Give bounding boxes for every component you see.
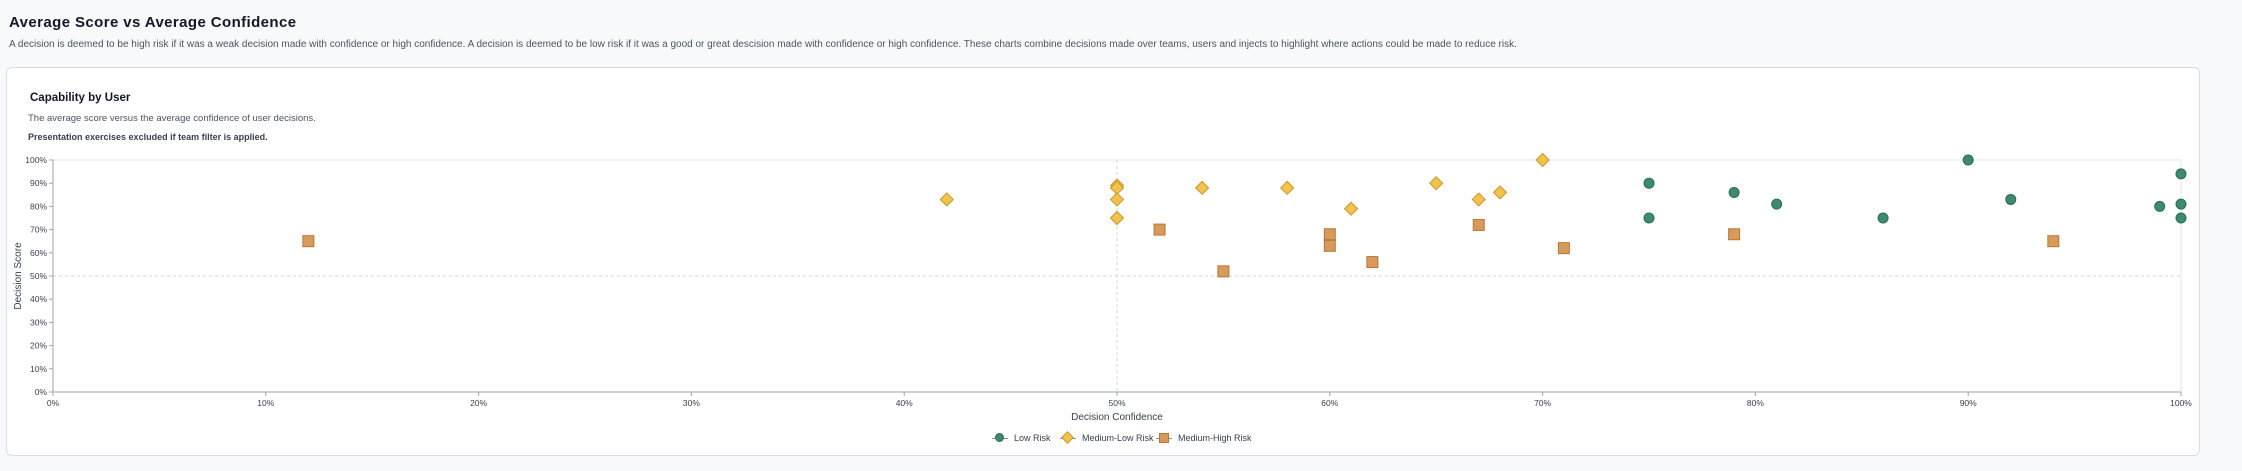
- y-tick-label: 60%: [30, 248, 47, 258]
- card-subtitle: The average score versus the average con…: [28, 113, 316, 124]
- data-point-square[interactable]: [302, 235, 315, 248]
- x-tick-label: 30%: [683, 398, 700, 408]
- data-point-diamond[interactable]: [1109, 192, 1125, 207]
- x-axis-label: Decision Confidence: [1071, 412, 1163, 423]
- y-tick-label: 90%: [30, 178, 47, 188]
- circle-marker-icon: [992, 432, 1008, 444]
- data-point-diamond[interactable]: [1343, 201, 1359, 216]
- page-description: A decision is deemed to be high risk if …: [9, 39, 1517, 50]
- data-point-diamond[interactable]: [1428, 175, 1444, 191]
- x-tick-label: 20%: [470, 398, 487, 408]
- diamond-marker-icon: [1060, 432, 1076, 444]
- legend-item-medium-high-risk[interactable]: Medium-High Risk: [1156, 432, 1252, 444]
- x-tick-label: 50%: [1108, 398, 1125, 408]
- data-point-circle[interactable]: [1877, 212, 1889, 224]
- y-tick-label: 70%: [30, 225, 47, 235]
- y-tick-label: 30%: [30, 317, 47, 327]
- data-point-circle[interactable]: [2154, 200, 2166, 212]
- legend-label: Medium-High Risk: [1178, 433, 1252, 443]
- legend-item-medium-low-risk[interactable]: Medium-Low Risk: [1060, 432, 1154, 444]
- data-point-circle[interactable]: [2005, 193, 2017, 205]
- card-note: Presentation exercises excluded if team …: [28, 132, 268, 142]
- data-point-circle[interactable]: [2175, 168, 2187, 180]
- data-point-square[interactable]: [1323, 228, 1336, 241]
- page-title: Average Score vs Average Confidence: [9, 14, 297, 31]
- data-point-square[interactable]: [1728, 228, 1741, 241]
- y-tick-label: 50%: [30, 271, 47, 281]
- data-point-diamond[interactable]: [1535, 152, 1550, 168]
- data-point-circle[interactable]: [1962, 154, 1974, 166]
- x-axis-ticks: 0% 10% 20% 30% 40% 50% 60% 70% 80% 90% 100%: [47, 392, 2192, 408]
- data-point-square[interactable]: [1366, 256, 1379, 269]
- y-axis-label: Decision Score: [13, 242, 24, 310]
- x-tick-label: 70%: [1534, 398, 1551, 408]
- y-tick-label: 100%: [25, 155, 47, 165]
- data-point-diamond[interactable]: [1471, 192, 1486, 207]
- y-axis-ticks: 0% 10% 20% 30% 40% 50% 60% 70% 80% 90% 100%: [25, 155, 53, 397]
- scatter-chart: 0% 10% 20% 30% 40% 50% 60% 70% 80% 90% 100% 0% 10% 2…: [13, 152, 2192, 423]
- data-point-circle[interactable]: [2175, 212, 2187, 224]
- chart-card: Capability by User The average score ver…: [6, 67, 2200, 456]
- card-title: Capability by User: [30, 92, 131, 104]
- data-point-circle[interactable]: [1771, 198, 1783, 210]
- data-point-diamond[interactable]: [1492, 185, 1508, 200]
- x-tick-label: 80%: [1747, 398, 1764, 408]
- data-point-diamond[interactable]: [1194, 180, 1210, 196]
- series-medium-high-risk: [302, 218, 2060, 278]
- data-points: [302, 152, 2187, 278]
- data-point-diamond[interactable]: [1280, 180, 1295, 196]
- data-point-square[interactable]: [1217, 265, 1230, 278]
- x-tick-label: 100%: [2170, 398, 2192, 408]
- data-point-square[interactable]: [1557, 242, 1570, 255]
- x-tick-label: 90%: [1960, 398, 1977, 408]
- series-medium-low-risk: [939, 152, 1550, 226]
- x-tick-label: 60%: [1321, 398, 1338, 408]
- data-point-circle[interactable]: [1643, 212, 1655, 224]
- x-tick-label: 10%: [257, 398, 274, 408]
- data-point-square[interactable]: [1323, 239, 1336, 252]
- series-low-risk: [1643, 154, 2187, 224]
- y-tick-label: 10%: [30, 364, 47, 374]
- data-point-square[interactable]: [2047, 235, 2060, 248]
- y-tick-label: 80%: [30, 201, 47, 211]
- data-point-circle[interactable]: [1728, 186, 1740, 198]
- data-point-circle[interactable]: [1643, 177, 1655, 189]
- legend-label: Low Risk: [1014, 433, 1051, 443]
- data-point-diamond[interactable]: [939, 192, 954, 207]
- legend-label: Medium-Low Risk: [1082, 433, 1154, 443]
- data-point-diamond[interactable]: [1109, 210, 1125, 226]
- x-tick-label: 40%: [896, 398, 913, 408]
- legend-item-low-risk[interactable]: Low Risk: [992, 432, 1051, 444]
- data-point-circle[interactable]: [2175, 198, 2187, 210]
- data-point-square[interactable]: [1153, 223, 1166, 236]
- square-marker-icon: [1156, 432, 1172, 444]
- y-tick-label: 40%: [30, 294, 47, 304]
- x-tick-label: 0%: [47, 398, 60, 408]
- y-tick-label: 0%: [35, 387, 48, 397]
- data-point-square[interactable]: [1472, 218, 1485, 231]
- y-tick-label: 20%: [30, 341, 47, 351]
